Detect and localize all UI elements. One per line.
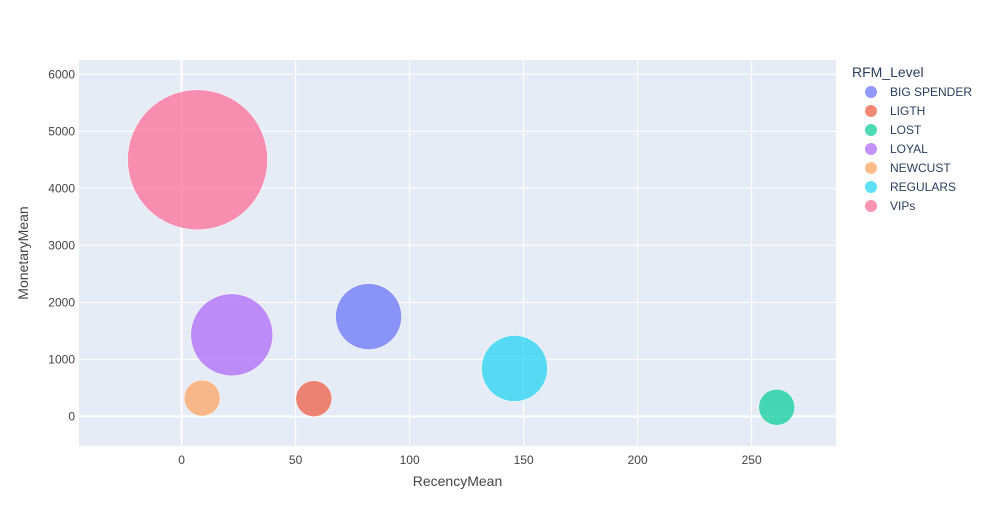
y-axis-ticks: 0 1000 2000 3000 4000 5000 6000 [48,67,75,423]
y-tick-label: 5000 [48,124,75,138]
legend-marker [865,124,877,136]
y-tick-label: 0 [68,409,75,423]
legend-label: REGULARS [890,180,956,194]
bubbles [127,89,795,426]
legend-marker [865,181,877,193]
legend-marker [865,86,877,98]
y-tick-label: 6000 [48,67,75,81]
legend-item[interactable]: VIPs [865,199,915,213]
bubble-newcust[interactable] [183,379,221,417]
y-tick-label: 1000 [48,352,75,366]
legend-item[interactable]: NEWCUST [865,161,951,175]
legend-item[interactable]: REGULARS [865,180,956,194]
x-tick-label: 150 [514,453,534,467]
legend-item[interactable]: LOST [865,123,922,137]
legend-label: LOST [890,123,922,137]
x-tick-label: 200 [628,453,648,467]
legend-label: BIG SPENDER [890,85,972,99]
bubble-loyal[interactable] [190,293,274,377]
legend: RFM_Level BIG SPENDER LIGTH LOST LOYAL NEWCU… [852,64,972,213]
y-tick-label: 2000 [48,295,75,309]
legend-title: RFM_Level [852,64,924,80]
x-tick-label: 100 [400,453,420,467]
legend-item[interactable]: LIGTH [865,104,925,118]
bubble-big-spender[interactable] [335,283,402,350]
bubble-vips[interactable] [127,89,268,231]
legend-marker [865,105,877,117]
legend-label: LOYAL [890,142,928,156]
legend-label: VIPs [890,199,915,213]
x-axis-title: RecencyMean [413,473,503,489]
bubble-regulars[interactable] [481,335,548,402]
legend-marker [865,162,877,174]
y-tick-label: 4000 [48,181,75,195]
legend-label: LIGTH [890,104,925,118]
y-tick-label: 3000 [48,238,75,252]
bubble-ligth[interactable] [295,380,333,417]
x-tick-label: 250 [742,453,762,467]
legend-marker [865,143,877,155]
legend-label: NEWCUST [890,161,951,175]
legend-item[interactable]: BIG SPENDER [865,85,972,99]
x-tick-label: 0 [178,453,185,467]
bubble-lost[interactable] [758,388,795,426]
x-tick-label: 50 [289,453,303,467]
legend-marker [865,200,877,212]
x-axis-ticks: 0 50 100 150 200 250 [178,453,762,467]
legend-item[interactable]: LOYAL [865,142,928,156]
y-axis-title: MonetaryMean [15,206,31,299]
